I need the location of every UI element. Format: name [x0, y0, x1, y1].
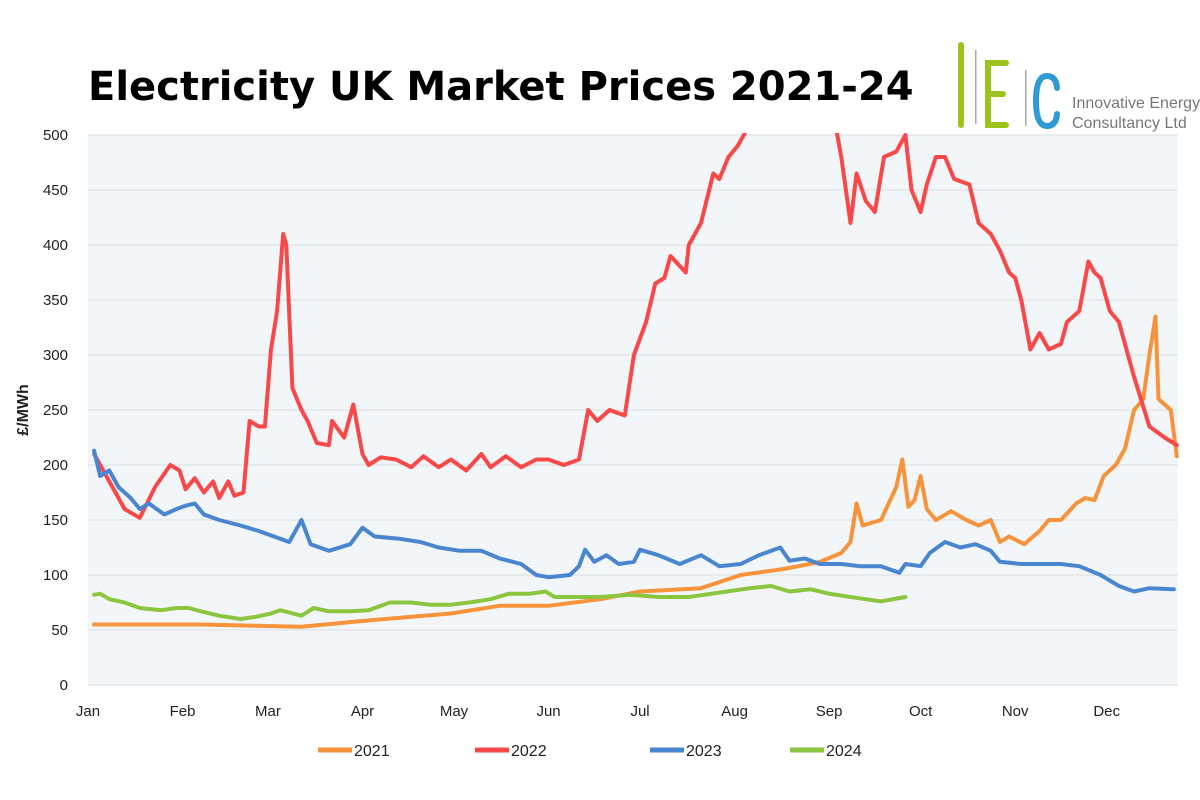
y-tick-label: 450 [43, 182, 68, 199]
logo-bar-i [958, 42, 964, 128]
logo-divider [1025, 70, 1027, 126]
legend-label: 2021 [354, 743, 390, 760]
x-tick-label: Apr [351, 703, 374, 720]
y-tick-label: 0 [60, 677, 68, 694]
y-tick-label: 500 [43, 127, 68, 144]
y-tick-label: 250 [43, 402, 68, 419]
logo-letter-e [985, 60, 1009, 128]
x-tick-label: Aug [721, 703, 748, 720]
y-tick-label: 50 [51, 622, 68, 639]
y-tick-label: 350 [43, 292, 68, 309]
y-tick-label: 100 [43, 567, 68, 584]
y-tick-label: 200 [43, 457, 68, 474]
chart-title: Electricity UK Market Prices 2021-24 [88, 64, 914, 110]
x-tick-label: May [440, 703, 469, 720]
legend-item-2024: 2024 [790, 743, 862, 760]
x-axis-ticks: Jan Feb Mar Apr May Jun Jul Aug Sep Oct Nov Dec [76, 703, 1121, 720]
series-line-2024 [92, 584, 908, 621]
y-axis-ticks: 0 50 100 150 200 250 300 350 400 450 500 [43, 127, 68, 694]
y-axis-label: £/MWh [15, 384, 32, 436]
gridlines [88, 134, 1178, 686]
x-tick-label: Mar [255, 703, 281, 720]
x-tick-label: Sep [816, 703, 843, 720]
y-tick-label: 150 [43, 512, 68, 529]
series-line-2023 [92, 448, 1176, 594]
legend: 2021 2022 2023 2024 [318, 743, 862, 760]
legend-label: 2024 [826, 743, 862, 760]
x-tick-label: Jun [536, 703, 560, 720]
series-lines [92, 133, 1179, 629]
logo: Innovative Energy Consultancy Ltd [958, 42, 1200, 132]
legend-item-2023: 2023 [650, 743, 722, 760]
x-tick-label: Oct [909, 703, 933, 720]
logo-line1: Innovative Energy [1072, 95, 1200, 112]
legend-item-2021: 2021 [318, 743, 390, 760]
y-tick-label: 300 [43, 347, 68, 364]
logo-letter-c [1032, 72, 1060, 130]
x-tick-label: Jul [630, 703, 649, 720]
series-line-2022 [92, 133, 1179, 520]
x-tick-label: Nov [1002, 703, 1029, 720]
x-tick-label: Jan [76, 703, 100, 720]
x-tick-label: Dec [1093, 703, 1120, 720]
series-line-2021 [92, 314, 1179, 629]
logo-line2: Consultancy Ltd [1072, 115, 1187, 132]
logo-divider [975, 50, 977, 124]
legend-label: 2022 [511, 743, 547, 760]
y-tick-label: 400 [43, 237, 68, 254]
x-tick-label: Feb [170, 703, 196, 720]
legend-label: 2023 [686, 743, 722, 760]
legend-item-2022: 2022 [475, 743, 547, 760]
